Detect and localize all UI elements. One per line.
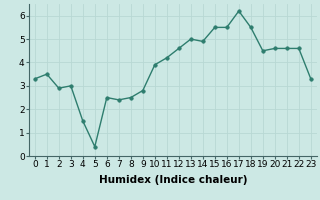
X-axis label: Humidex (Indice chaleur): Humidex (Indice chaleur) bbox=[99, 175, 247, 185]
